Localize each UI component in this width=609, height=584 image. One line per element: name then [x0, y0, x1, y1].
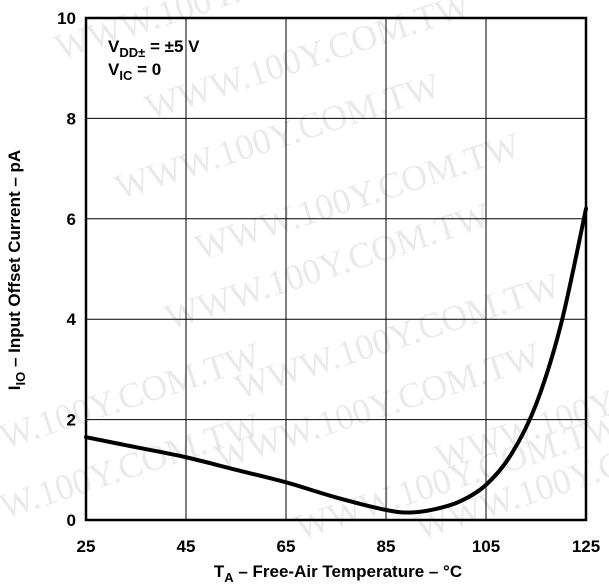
y-tick-labels: 0 2 4 6 8 10 [57, 9, 76, 530]
x-axis-label-sub: A [224, 570, 234, 584]
y-tick-label: 2 [67, 411, 76, 430]
annotation-vdd: VDD± = ±5 V [108, 37, 200, 60]
annotation-vic-main: V [108, 60, 120, 79]
y-tick-label: 4 [67, 310, 77, 329]
annotation-vic-sub: IC [119, 68, 133, 83]
series-line [84, 206, 588, 515]
x-tick-label: 105 [472, 537, 500, 556]
x-tick-label: 85 [377, 537, 396, 556]
y-axis-label-sub: IO [13, 372, 28, 386]
x-tick-label: 125 [572, 537, 600, 556]
x-tick-label: 65 [277, 537, 296, 556]
y-axis-label-rest: – Input Offset Current – pA [5, 150, 24, 372]
annotation-vic: VIC = 0 [108, 60, 161, 83]
annotation-vdd-rest: = ±5 V [145, 37, 200, 56]
x-tick-label: 25 [77, 537, 96, 556]
x-tick-label: 45 [177, 537, 196, 556]
annotation-vdd-sub: DD± [119, 45, 145, 60]
y-tick-label: 0 [67, 511, 76, 530]
plot-frame [84, 16, 588, 522]
annotation-vdd-main: V [108, 37, 120, 56]
watermark-layer: WWW.100Y.COM.TWWWW.100Y.COM.TWWWW.100Y.C… [0, 0, 609, 548]
x-axis-label-rest: – Free-Air Temperature – °C [234, 562, 463, 581]
y-tick-label: 8 [67, 109, 76, 128]
y-axis-label-main: I [5, 385, 24, 390]
x-tick-labels: 25 45 65 85 105 125 [77, 537, 601, 556]
annotation-vic-rest: = 0 [132, 60, 161, 79]
x-axis-label-main: T [214, 562, 225, 581]
x-axis-label: TA – Free-Air Temperature – °C [214, 562, 462, 584]
y-tick-label: 6 [67, 210, 76, 229]
y-axis-label: IIO – Input Offset Current – pA [5, 150, 28, 390]
y-tick-label: 10 [57, 9, 76, 28]
